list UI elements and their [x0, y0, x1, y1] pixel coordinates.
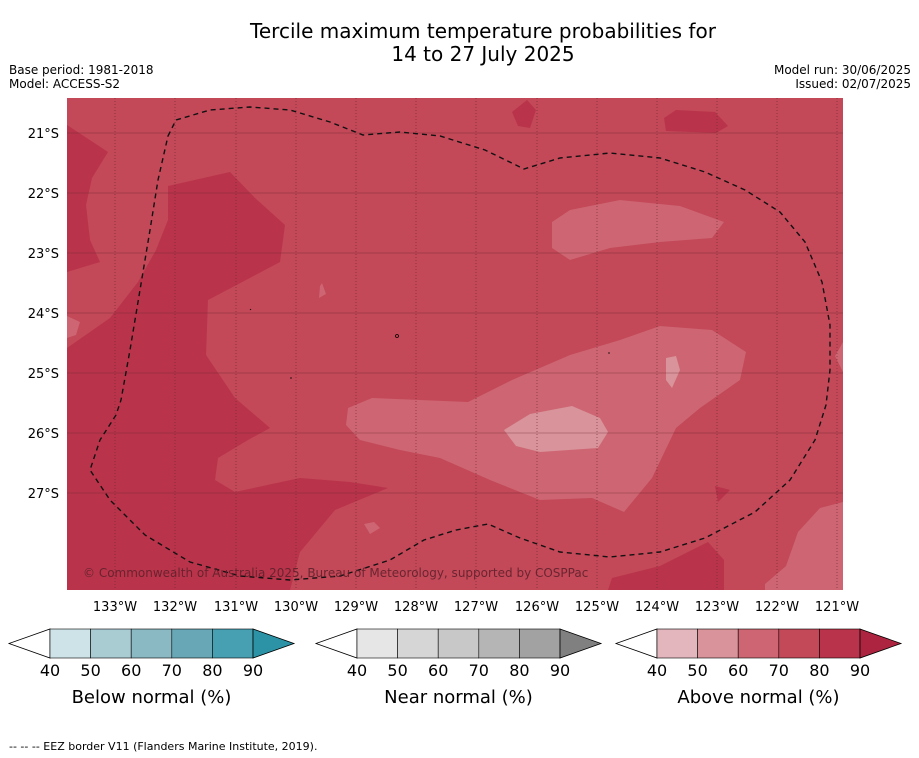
colorbar-cell	[819, 628, 861, 659]
lat-label: 25°S	[28, 367, 59, 382]
colorbar-tick-label: 90	[550, 661, 570, 680]
lon-label: 131°W	[214, 600, 258, 615]
region-above-60-small-2	[319, 283, 326, 298]
lon-label: 132°W	[153, 600, 197, 615]
lat-label: 21°S	[28, 127, 59, 142]
lat-label: 26°S	[28, 427, 59, 442]
lat-label: 22°S	[28, 187, 59, 202]
region-above-60-west-edge	[67, 316, 80, 338]
colorbar-tick-label: 60	[121, 661, 141, 680]
colorbar-tick-label: 80	[809, 661, 829, 680]
colorbar-3: 40 50 60 70 80 90 Above normal (%)	[614, 628, 903, 708]
region-above-60-small-1	[364, 522, 380, 534]
lon-label: 133°W	[93, 600, 137, 615]
latitude-gridlines	[67, 132, 843, 494]
region-above-80-west-main	[67, 172, 388, 590]
colorbar-title: Near normal (%)	[384, 687, 533, 708]
title-line-2: 14 to 27 July 2025	[391, 42, 575, 66]
model-name: Model: ACCESS-S2	[9, 77, 121, 91]
region-above-50-small	[666, 356, 680, 388]
colorbar-cell	[437, 628, 480, 659]
colorbar-cell	[171, 628, 213, 659]
colorbar-tick-label: 50	[687, 661, 707, 680]
longitude-labels: 133°W 132°W 131°W 130°W 129°W 128°W 127°…	[93, 600, 859, 615]
lon-label: 121°W	[815, 600, 859, 615]
colorbar-tick-label: 60	[728, 661, 748, 680]
region-above-80-south-small	[715, 486, 730, 502]
page-title: Tercile maximum temperature probabilitie…	[0, 20, 919, 66]
title-line-1: Tercile maximum temperature probabilitie…	[250, 19, 716, 43]
colorbar-title: Below normal (%)	[72, 687, 232, 708]
colorbar-extend-low	[614, 628, 658, 659]
copyright-notice: © Commonwealth of Australia 2025, Bureau…	[83, 566, 588, 580]
lon-label: 128°W	[394, 600, 438, 615]
issued-date: Issued: 02/07/2025	[795, 77, 911, 91]
lon-label: 126°W	[515, 600, 559, 615]
colorbar-tick-label: 90	[243, 661, 263, 680]
lat-label: 23°S	[28, 247, 59, 262]
colorbar-cell	[212, 628, 254, 659]
colorbar-tick-label: 70	[162, 661, 182, 680]
colorbar-tick-label: 80	[509, 661, 529, 680]
meta-right: Model run: 30/06/2025 Issued: 02/07/2025	[774, 63, 911, 91]
lat-label: 27°S	[28, 487, 59, 502]
eez-legend: -- -- -- EEZ border V11 (Flanders Marine…	[9, 740, 318, 753]
region-above-80-south	[608, 542, 724, 590]
colorbar-cell	[90, 628, 132, 659]
longitude-gridlines	[114, 98, 838, 590]
base-period: Base period: 1981-2018	[9, 63, 154, 77]
meta-left: Base period: 1981-2018 Model: ACCESS-S2	[9, 63, 154, 91]
colorbar-cell	[356, 628, 398, 659]
colorbar-tick-label: 40	[347, 661, 367, 680]
colorbar-cell	[737, 628, 780, 659]
colorbar-tick-label: 90	[850, 661, 870, 680]
region-above-80-north-blob	[512, 100, 536, 128]
region-above-60-east-edge	[835, 342, 843, 372]
colorbar-tick-label: 60	[428, 661, 448, 680]
colorbar-cell	[519, 628, 561, 659]
colorbars: 40 50 60 70 80 90 Below normal (%) 40 50 60 70 80 90…	[7, 628, 903, 708]
colorbar-cell	[478, 628, 520, 659]
colorbar-extend-low	[7, 628, 51, 659]
model-run: Model run: 30/06/2025	[773, 63, 911, 77]
latitude-labels: 21°S 22°S 23°S 24°S 25°S 26°S 27°S	[28, 127, 59, 502]
colorbar-cell	[697, 628, 739, 659]
region-above-50-core	[504, 406, 608, 452]
lon-label: 125°W	[575, 600, 619, 615]
colorbar-cell	[49, 628, 91, 659]
islands	[249, 308, 610, 379]
lat-label: 24°S	[28, 307, 59, 322]
lon-label: 122°W	[755, 600, 799, 615]
colorbar-tick-label: 80	[202, 661, 222, 680]
lon-label: 124°W	[635, 600, 679, 615]
lon-label: 127°W	[454, 600, 498, 615]
colorbar-extend-low	[314, 628, 358, 659]
region-above-80-north-right	[664, 110, 728, 133]
colorbar-tick-label: 40	[40, 661, 60, 680]
colorbar-cell	[778, 628, 820, 659]
colorbar-tick-label: 50	[80, 661, 100, 680]
lon-label: 129°W	[334, 600, 378, 615]
colorbar-cell	[656, 628, 698, 659]
colorbar-cell	[397, 628, 439, 659]
colorbar-extend-high	[859, 628, 903, 659]
colorbar-cell	[130, 628, 173, 659]
colorbar-1: 40 50 60 70 80 90 Below normal (%)	[7, 628, 296, 708]
region-above-80-west	[67, 125, 108, 272]
colorbar-extend-high	[252, 628, 296, 659]
lon-label: 130°W	[274, 600, 318, 615]
colorbar-extend-high	[559, 628, 603, 659]
colorbar-title: Above normal (%)	[677, 687, 839, 708]
colorbar-tick-label: 70	[769, 661, 789, 680]
colorbar-tick-label: 50	[387, 661, 407, 680]
region-above-60-southeast	[765, 502, 843, 590]
colorbar-tick-label: 70	[469, 661, 489, 680]
eez-border	[89, 106, 831, 581]
colorbar-2: 40 50 60 70 80 90 Near normal (%)	[314, 628, 603, 708]
lon-label: 123°W	[695, 600, 739, 615]
region-above-60-east	[552, 200, 724, 260]
colorbar-tick-label: 40	[647, 661, 667, 680]
